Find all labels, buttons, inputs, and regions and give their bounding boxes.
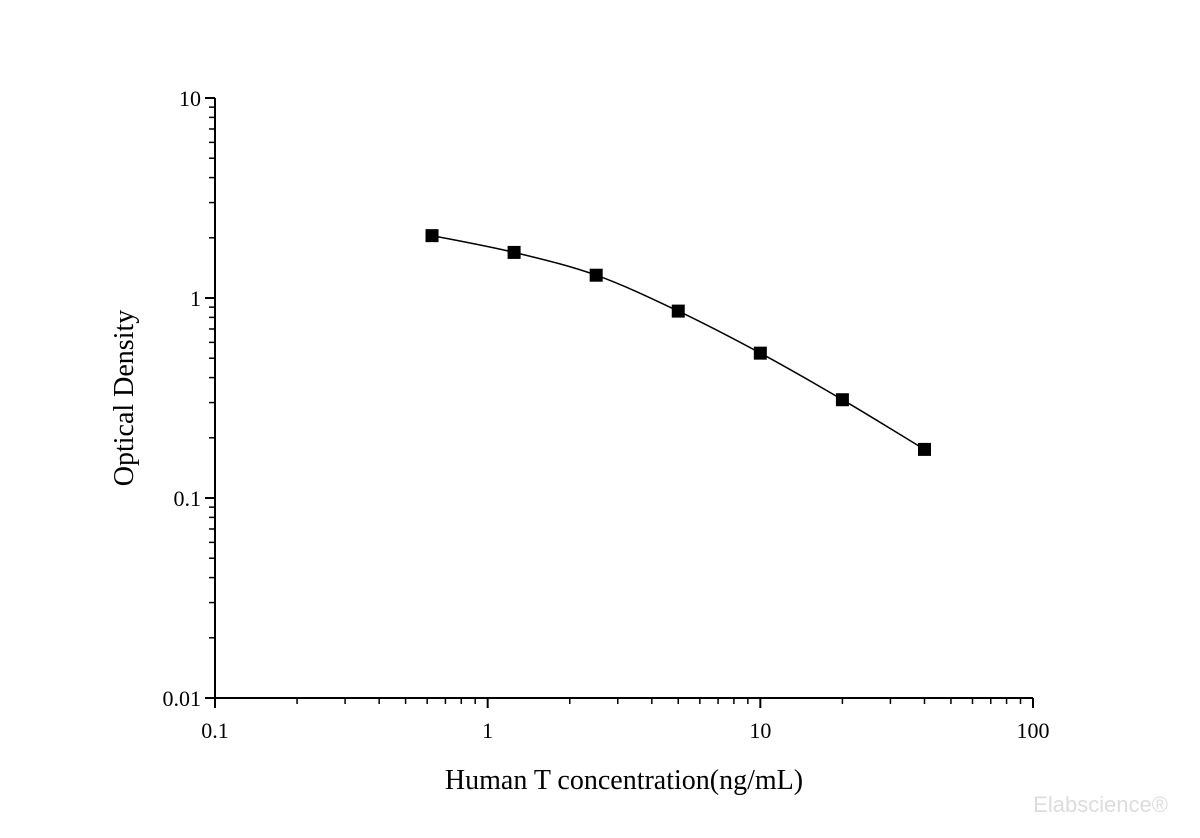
data-point <box>589 268 603 282</box>
x-axis-title: Human T concentration(ng/mL) <box>445 765 803 796</box>
x-tick-label: 1 <box>482 718 493 743</box>
x-tick-label: 0.1 <box>201 718 229 743</box>
data-point <box>835 393 849 407</box>
y-tick-label: 10 <box>179 86 201 111</box>
data-point <box>425 229 439 243</box>
series <box>425 229 931 456</box>
data-point <box>917 442 931 456</box>
data-point <box>507 245 521 259</box>
x-tick-label: 10 <box>749 718 771 743</box>
x-tick-label: 100 <box>1017 718 1050 743</box>
tick-labels: 0.1 1 10 100 0.01 0.1 1 10 <box>163 86 1050 743</box>
y-tick-label: 0.01 <box>163 686 202 711</box>
series-line <box>431 234 925 451</box>
y-axis-title: Optical Density <box>109 310 140 487</box>
y-tick-label: 1 <box>190 286 201 311</box>
watermark: Elabscience® <box>1033 792 1168 817</box>
axes <box>214 98 1033 699</box>
data-point <box>671 304 685 318</box>
data-point <box>753 346 767 360</box>
y-tick-label: 0.1 <box>174 486 202 511</box>
ticks <box>205 97 1034 708</box>
